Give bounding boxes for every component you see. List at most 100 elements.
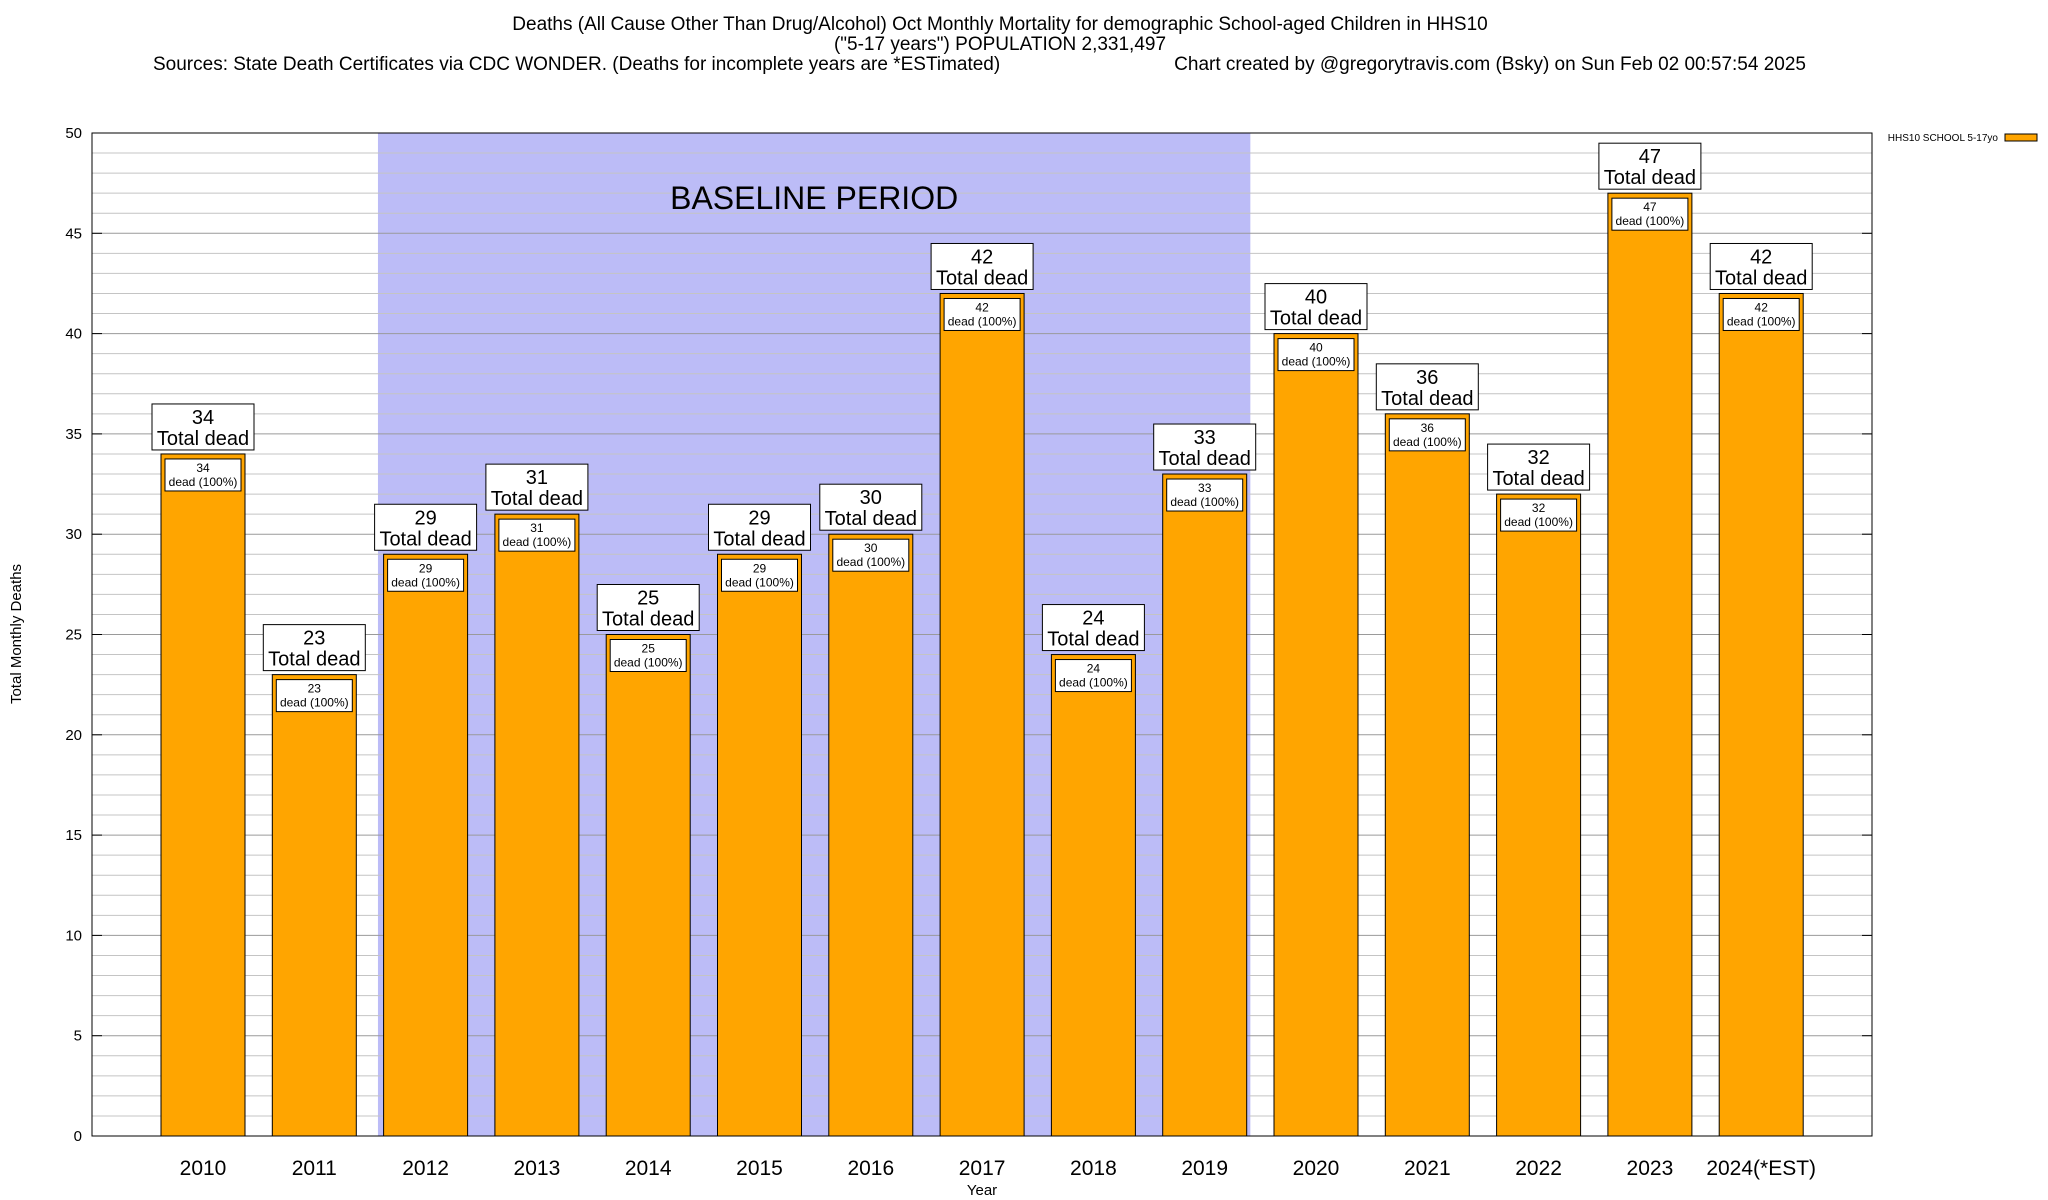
total-text-label: Total dead xyxy=(825,508,917,530)
segment-value-label: 42 xyxy=(1755,300,1769,314)
segment-percent-label: dead (100%) xyxy=(1059,676,1128,690)
segment-percent-label: dead (100%) xyxy=(1616,214,1685,228)
total-label-box xyxy=(930,242,1034,290)
segment-percent-label: dead (100%) xyxy=(725,575,794,589)
x-tick-label: 2020 xyxy=(1293,1157,1340,1180)
segment-percent-label: dead (100%) xyxy=(391,575,460,589)
y-tick-label: 5 xyxy=(74,1028,82,1045)
x-tick-label: 2023 xyxy=(1627,1157,1674,1180)
total-text-label: Total dead xyxy=(1604,167,1696,189)
segment-percent-label: dead (100%) xyxy=(1504,515,1573,529)
segment-label-box xyxy=(1500,498,1578,532)
x-tick-label: 2018 xyxy=(1070,1157,1117,1180)
segment-value-label: 29 xyxy=(753,561,767,575)
baseline-label: BASELINE PERIOD xyxy=(670,180,958,216)
bar xyxy=(1273,333,1359,1137)
x-tick-label: 2015 xyxy=(736,1157,783,1180)
total-value-label: 24 xyxy=(1082,608,1104,630)
total-value-label: 23 xyxy=(303,628,325,650)
bar xyxy=(160,453,246,1137)
segment-percent-label: dead (100%) xyxy=(1393,435,1462,449)
x-tick-label: 2013 xyxy=(514,1157,561,1180)
segment-value-label: 23 xyxy=(308,682,322,696)
legend: HHS10 SCHOOL 5-17yo xyxy=(1888,133,2038,144)
total-label-box xyxy=(596,584,700,631)
total-value-label: 29 xyxy=(748,507,770,529)
total-text-label: Total dead xyxy=(936,267,1028,289)
y-axis-ticks: 0 5 10 15 20 25 30 35 40 45 50 xyxy=(65,125,1872,1145)
chart-source: Sources: State Death Certificates via CD… xyxy=(153,54,1000,75)
y-axis-label: Total Monthly Deaths xyxy=(8,564,25,704)
total-value-label: 47 xyxy=(1639,146,1661,168)
bar xyxy=(1050,654,1136,1137)
total-value-label: 42 xyxy=(971,246,993,268)
chart-title: Deaths (All Cause Other Than Drug/Alcoho… xyxy=(512,14,1487,35)
x-tick-label: 2017 xyxy=(959,1157,1006,1180)
total-value-label: 25 xyxy=(637,588,659,610)
x-axis-label: Year xyxy=(967,1182,997,1199)
segment-label-box xyxy=(164,458,242,492)
total-text-label: Total dead xyxy=(157,428,249,450)
total-value-label: 33 xyxy=(1194,427,1216,449)
x-tick-label: 2014 xyxy=(625,1157,672,1180)
legend-label: HHS10 SCHOOL 5-17yo xyxy=(1888,133,1999,144)
segment-value-label: 40 xyxy=(1309,341,1323,355)
bar xyxy=(1384,413,1470,1137)
segment-label-box xyxy=(721,558,798,592)
segment-percent-label: dead (100%) xyxy=(1282,355,1351,369)
bar xyxy=(1496,493,1582,1137)
x-tick-label: 2022 xyxy=(1515,1157,1562,1180)
total-text-label: Total dead xyxy=(602,609,694,631)
x-tick-label: 2019 xyxy=(1181,1157,1228,1180)
bar xyxy=(271,674,357,1137)
segment-value-label: 47 xyxy=(1643,200,1657,214)
segment-percent-label: dead (100%) xyxy=(836,555,905,569)
total-text-label: Total dead xyxy=(1492,468,1584,490)
y-tick-label: 0 xyxy=(74,1128,82,1145)
y-tick-label: 10 xyxy=(65,927,82,944)
y-tick-label: 40 xyxy=(65,326,82,343)
total-label-box xyxy=(485,463,589,511)
segment-percent-label: dead (100%) xyxy=(614,656,683,670)
total-label-box xyxy=(1041,604,1145,652)
y-tick-label: 20 xyxy=(65,727,82,744)
y-tick-label: 35 xyxy=(65,426,82,443)
chart-subtitle: ("5-17 years") POPULATION 2,331,497 xyxy=(834,34,1166,55)
total-label-box xyxy=(262,624,366,672)
segment-label-box xyxy=(498,518,576,552)
segment-label-box xyxy=(1722,297,1800,331)
segment-label-box xyxy=(275,679,353,713)
x-axis-ticks: 2010 2011 2012 2013 2014 2015 2016 2017 2018 2019… xyxy=(180,1157,1816,1180)
segment-label-box xyxy=(1166,478,1244,512)
y-tick-label: 30 xyxy=(65,526,82,543)
segment-value-label: 24 xyxy=(1087,662,1101,676)
total-label-box xyxy=(819,483,923,531)
total-label-box xyxy=(1375,363,1479,411)
segment-value-label: 33 xyxy=(1198,481,1212,495)
total-value-label: 32 xyxy=(1527,447,1549,469)
segment-value-label: 36 xyxy=(1421,421,1435,435)
segment-percent-label: dead (100%) xyxy=(1727,314,1796,328)
segment-label-box xyxy=(1611,197,1689,231)
segment-label-box xyxy=(943,297,1021,331)
total-value-label: 31 xyxy=(526,467,548,489)
segment-value-label: 32 xyxy=(1532,501,1546,515)
y-tick-label: 50 xyxy=(65,125,82,142)
total-label-box xyxy=(374,503,478,551)
segment-percent-label: dead (100%) xyxy=(169,475,238,489)
x-tick-label: 2010 xyxy=(180,1157,227,1180)
segment-value-label: 30 xyxy=(864,541,878,555)
x-tick-label: 2016 xyxy=(847,1157,894,1180)
total-value-label: 42 xyxy=(1750,246,1772,268)
segment-label-box xyxy=(832,538,910,572)
total-value-label: 29 xyxy=(414,507,436,529)
y-tick-label: 25 xyxy=(65,627,82,644)
x-tick-label: 2021 xyxy=(1404,1157,1451,1180)
bar xyxy=(1718,292,1804,1137)
segment-label-box xyxy=(1388,418,1466,452)
bar xyxy=(605,634,691,1137)
total-label-box xyxy=(1264,283,1368,331)
total-label-box xyxy=(151,403,255,451)
bar xyxy=(939,292,1025,1137)
